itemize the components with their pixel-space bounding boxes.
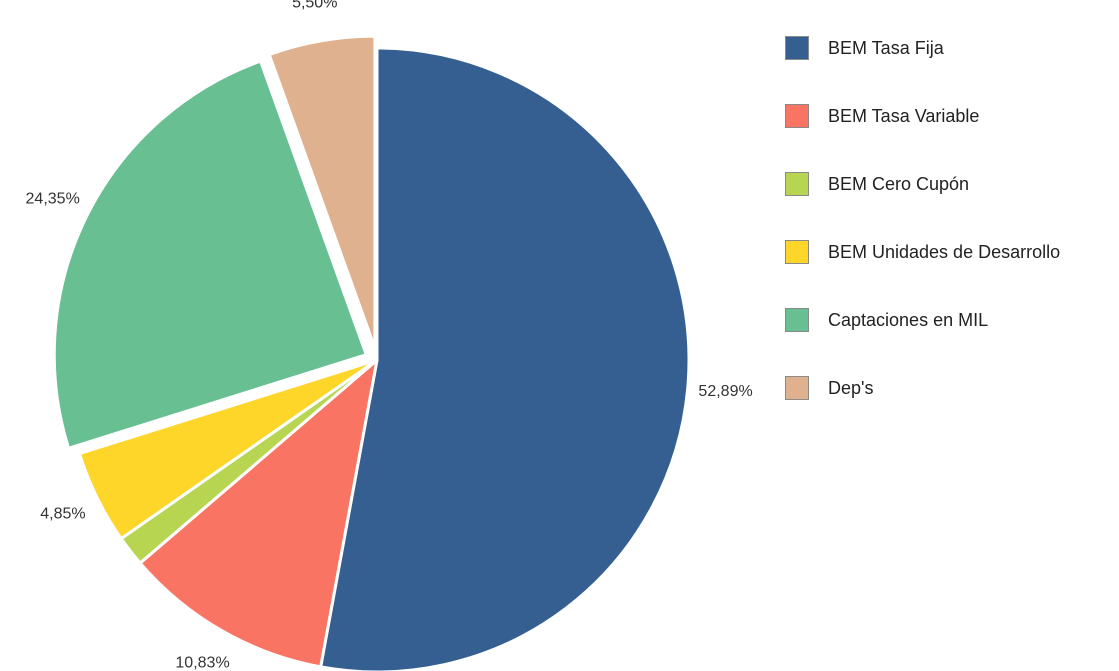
legend-item-bem-cero-cupon[interactable]: BEM Cero Cupón (785, 169, 1119, 199)
data-label: 24,35% (26, 190, 80, 207)
legend-swatch (785, 376, 809, 400)
legend-swatch (785, 240, 809, 264)
legend-swatch (785, 308, 809, 332)
pie-data-labels: 52,89% 10,83% 4,85% 24,35% 5,50% (26, 0, 753, 671)
legend-item-captaciones-en-mil[interactable]: Captaciones en MIL (785, 305, 1119, 335)
legend-label: Captaciones en MIL (828, 309, 989, 330)
legend-item-bem-tasa-fija[interactable]: BEM Tasa Fija (785, 33, 1119, 63)
legend-label: BEM Cero Cupón (828, 173, 970, 194)
legend-swatch (785, 172, 809, 196)
data-label: 10,83% (175, 655, 229, 671)
pie-slices (52, 34, 691, 671)
pie-slice-bem-tasa-fija[interactable] (319, 46, 691, 671)
pie-slice-bem-unidades-de-desarrollo[interactable] (77, 358, 379, 541)
legend-item-bem-unidades-de-desarrollo[interactable]: BEM Unidades de Desarrollo (785, 237, 1119, 267)
legend: BEM Tasa Fija BEM Tasa Variable BEM Cero… (785, 33, 1119, 441)
pie-slice-bem-tasa-variable[interactable] (138, 358, 379, 669)
legend-item-deps[interactable]: Dep's (785, 373, 1119, 403)
legend-swatch (785, 104, 809, 128)
pie-slice-dep-s[interactable] (267, 34, 377, 350)
pie-slice-captaciones-en-mil[interactable] (52, 59, 368, 450)
data-label: 5,50% (292, 0, 337, 12)
legend-swatch (785, 36, 809, 60)
legend-label: BEM Unidades de Desarrollo (828, 241, 1061, 262)
legend-label: BEM Tasa Fija (828, 37, 944, 58)
legend-item-bem-tasa-variable[interactable]: BEM Tasa Variable (785, 101, 1119, 131)
legend-label: BEM Tasa Variable (828, 105, 980, 126)
data-label: 4,85% (40, 506, 85, 523)
data-label: 52,89% (698, 383, 752, 400)
legend-label: Dep's (828, 377, 874, 398)
